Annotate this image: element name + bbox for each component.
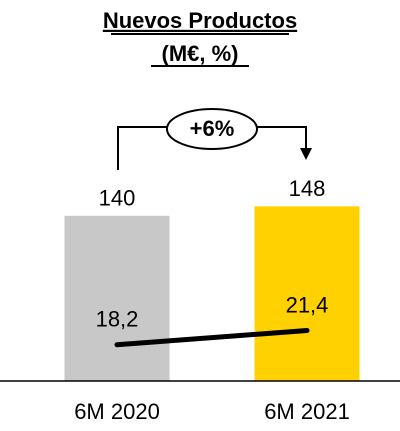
- growth-bracket-left: [117, 126, 167, 170]
- line-value-label: 21,4: [286, 292, 329, 317]
- chart-title: Nuevos Productos: [103, 8, 297, 33]
- bar-value-label: 140: [99, 186, 136, 211]
- growth-bubble: [166, 108, 258, 150]
- x-tick-label: 6M 2020: [74, 399, 160, 424]
- line-value-label: 18,2: [96, 307, 139, 332]
- line: [114, 328, 310, 348]
- bar: [64, 215, 170, 381]
- growth-arrowhead: [300, 148, 312, 160]
- x-tick-label: 6M 2021: [264, 399, 350, 424]
- growth-annotation: +6%: [190, 116, 235, 141]
- growth-bracket-right: [257, 126, 307, 150]
- bar: [254, 206, 360, 381]
- bar-value-label: 148: [289, 176, 326, 201]
- chart-subtitle: (M€, %): [162, 41, 239, 66]
